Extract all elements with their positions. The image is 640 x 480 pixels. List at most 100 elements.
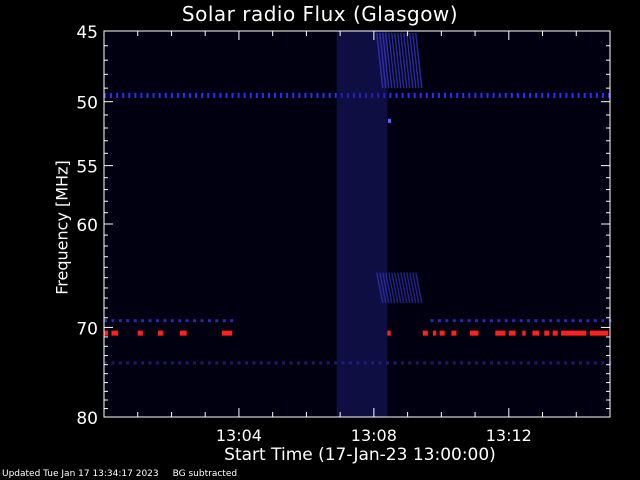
- interference-dash: [164, 92, 167, 98]
- burst-striation: [403, 32, 411, 89]
- interference-dash: [522, 92, 525, 98]
- interference-dash: [122, 92, 125, 98]
- weak-band-dot: [155, 319, 159, 323]
- interference-dash: [316, 92, 319, 98]
- emission-segment: [137, 330, 143, 336]
- background-stripe: [205, 31, 208, 417]
- weak-band-dot: [527, 361, 531, 365]
- background-stripe: [117, 31, 119, 417]
- emission-segment: [104, 330, 109, 336]
- interference-dash: [231, 92, 234, 98]
- background-stripe: [319, 31, 322, 417]
- background-stripe: [315, 31, 317, 417]
- background-stripe: [222, 31, 224, 417]
- weak-band-dot: [185, 319, 189, 323]
- burst-striation: [382, 272, 390, 304]
- background-stripe: [302, 31, 304, 417]
- background-stripe: [179, 31, 182, 417]
- background-stripe: [390, 31, 393, 417]
- y-tick-label: 45: [76, 23, 98, 43]
- background-stripe: [256, 31, 258, 417]
- weak-band-dot: [489, 319, 493, 323]
- weak-band-dot: [564, 319, 568, 323]
- emission-segment: [522, 330, 526, 336]
- burst-striation: [376, 272, 384, 304]
- background-stripe: [488, 31, 490, 417]
- interference-dash: [225, 92, 228, 98]
- background-stripe: [217, 31, 220, 417]
- weak-band-dot: [126, 319, 130, 323]
- weak-band-dot: [111, 361, 115, 365]
- interference-dash: [298, 92, 301, 98]
- background-stripe: [559, 31, 562, 417]
- background-stripe: [158, 31, 161, 417]
- background-stripe: [200, 31, 203, 417]
- background-stripe: [529, 31, 532, 417]
- background-stripe: [150, 31, 152, 417]
- interference-dash: [104, 92, 106, 98]
- background-stripe: [327, 31, 330, 417]
- weak-band-dot: [133, 361, 137, 365]
- interference-dash: [128, 92, 131, 98]
- weak-band-dot: [437, 361, 441, 365]
- burst-striation: [379, 272, 387, 304]
- background-stripe: [432, 31, 435, 417]
- interference-dash: [134, 92, 137, 98]
- emission-segment: [544, 330, 550, 336]
- interference-dash: [213, 92, 216, 98]
- emission-segment: [179, 330, 187, 336]
- weak-band-dot: [267, 361, 271, 365]
- weak-band-dot: [118, 361, 122, 365]
- burst-striation: [406, 32, 414, 89]
- background-stripe: [408, 31, 410, 417]
- interference-dash: [286, 92, 289, 98]
- background-stripe: [504, 31, 507, 417]
- weak-band-dot: [200, 361, 204, 365]
- weak-band-dot: [334, 361, 338, 365]
- burst-striation: [376, 32, 384, 89]
- background-stripe: [268, 31, 270, 417]
- background-stripe: [192, 31, 195, 417]
- emission-segment: [157, 330, 164, 336]
- weak-band-dot: [178, 319, 182, 323]
- background-stripe: [420, 31, 423, 417]
- weak-band-dot: [556, 319, 560, 323]
- weak-band-dot: [571, 319, 575, 323]
- interference-dash: [431, 92, 434, 98]
- weak-band-dot: [423, 361, 427, 365]
- background-stripe: [120, 31, 123, 417]
- background-stripe: [154, 31, 157, 417]
- background-stripe: [146, 31, 149, 417]
- interference-dash: [425, 92, 428, 98]
- background-stripe: [230, 31, 233, 417]
- background-stripe: [462, 31, 465, 417]
- y-tick-label: 55: [76, 158, 98, 178]
- background-stripe: [163, 31, 165, 417]
- weak-band-dot: [207, 319, 211, 323]
- interference-dash: [486, 92, 489, 98]
- background-stripe: [129, 31, 131, 417]
- background-stripe: [542, 31, 545, 417]
- weak-band-dot: [460, 319, 464, 323]
- weak-band-dot: [245, 361, 249, 365]
- background-stripe: [234, 31, 237, 417]
- burst-striation: [400, 32, 408, 89]
- weak-band-dot: [519, 361, 523, 365]
- burst-striation: [415, 32, 423, 89]
- interference-dash: [201, 92, 204, 98]
- background-stripe: [386, 31, 389, 417]
- weak-band-dot: [534, 361, 538, 365]
- background-stripe: [424, 31, 427, 417]
- weak-band-dot: [475, 319, 479, 323]
- weak-band-dot: [541, 361, 545, 365]
- weak-band-dot: [133, 319, 137, 323]
- weak-band-dot: [207, 361, 211, 365]
- interference-dash: [547, 92, 550, 98]
- background-stripe: [475, 31, 477, 417]
- interference-dash: [474, 92, 477, 98]
- background-stripe: [517, 31, 520, 417]
- background-stripe: [525, 31, 528, 417]
- weak-band-dot: [512, 319, 516, 323]
- background-stripe: [508, 31, 511, 417]
